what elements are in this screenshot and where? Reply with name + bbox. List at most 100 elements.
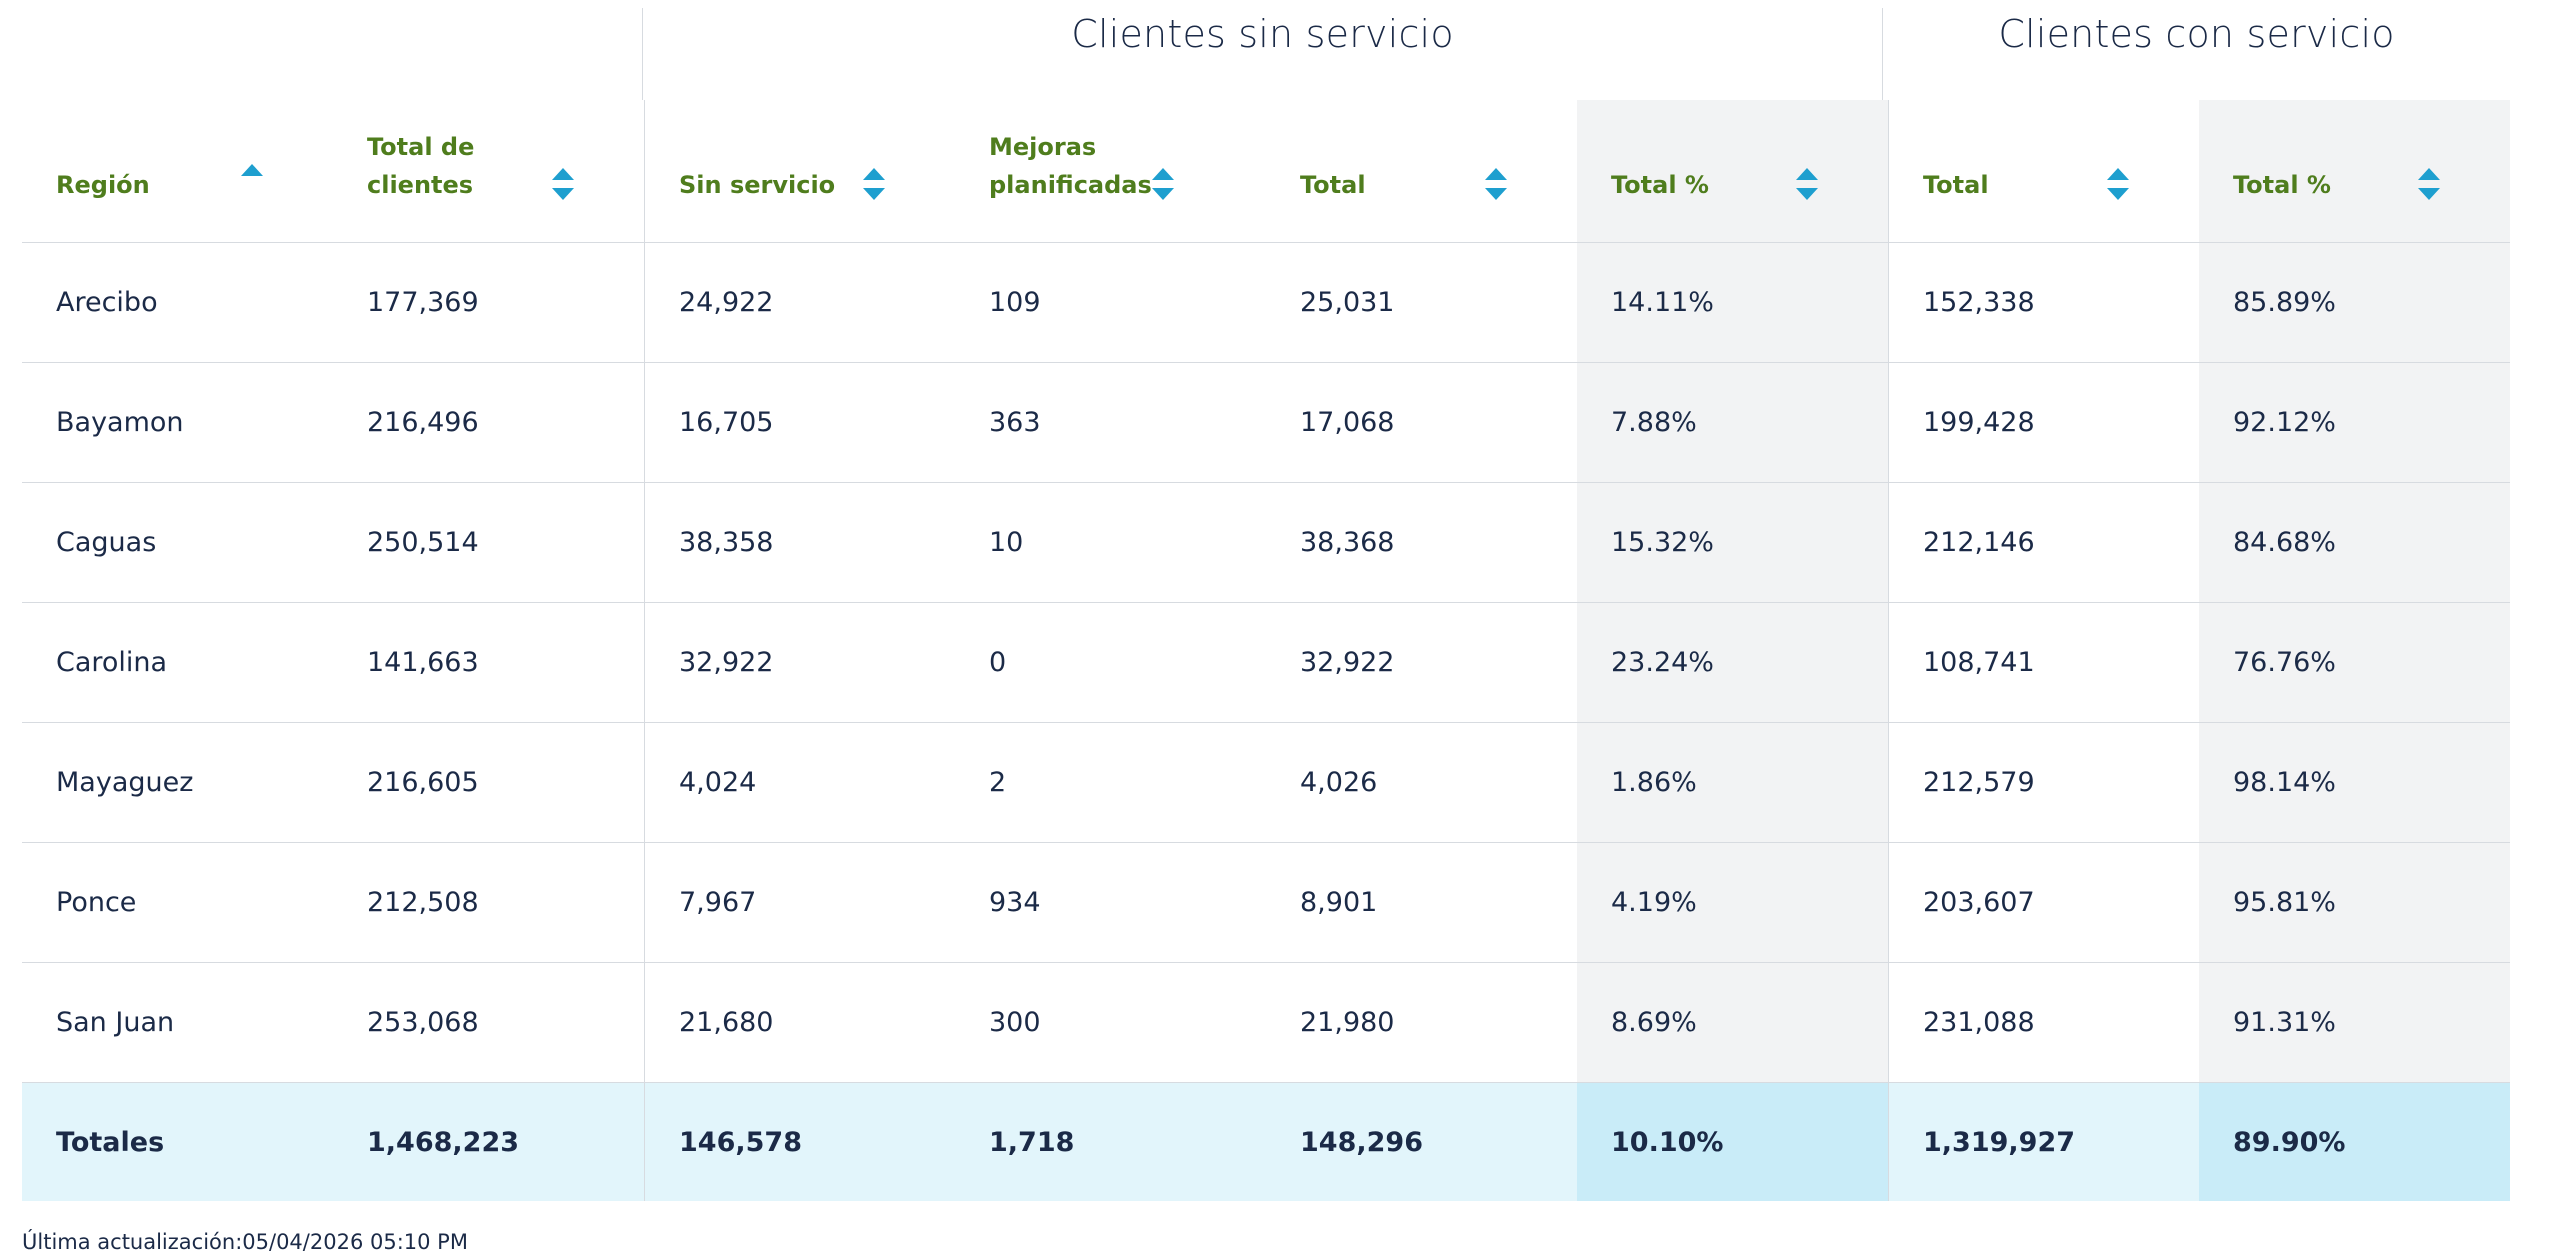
- column-header-row: Región Total de clientes Sin servicio Me…: [22, 100, 2510, 243]
- table-cell: 21,980: [1300, 1007, 1395, 1038]
- region-name-cell: San Juan: [56, 1007, 175, 1038]
- column-header-label: Total: [1300, 171, 1366, 199]
- table-cell: 10: [989, 527, 1024, 558]
- table-body: Arecibo 177,369 24,922 109 25,031 14.11% 152,3…: [22, 243, 2510, 1083]
- column-header-sin-servicio[interactable]: Sin servicio: [644, 100, 955, 242]
- column-header-total-con[interactable]: Total: [1888, 100, 2199, 242]
- outage-table: Clientes sin servicio Clientes con servi…: [22, 8, 2510, 1201]
- table-cell: 17,068: [1300, 407, 1395, 438]
- sort-ascending-icon[interactable]: [241, 162, 263, 198]
- sort-icon[interactable]: [1152, 166, 1174, 202]
- column-header-label: Sin servicio: [679, 171, 836, 199]
- table-row: San Juan 253,068 21,680 300 21,980 8.69% 231,0…: [22, 963, 2510, 1083]
- table-cell: 16,705: [644, 363, 955, 482]
- table-cell: 203,607: [1888, 843, 2199, 962]
- column-header-label: Región: [56, 171, 150, 199]
- table-cell: 1.86%: [1577, 723, 1888, 842]
- table-cell: 8,901: [1300, 887, 1378, 918]
- totals-row: Totales 1,468,223 146,578 1,718 148,296 …: [22, 1083, 2510, 1201]
- table-cell: 216,496: [367, 407, 479, 438]
- table-cell: 2: [989, 767, 1007, 798]
- totals-cell: 1,468,223: [333, 1083, 644, 1201]
- region-name-cell: Carolina: [56, 647, 168, 678]
- totals-cell: 1,718: [955, 1083, 1266, 1201]
- sort-icon[interactable]: [2107, 166, 2129, 202]
- column-header-label: Total de clientes: [367, 133, 475, 199]
- table-cell: 95.81%: [2199, 843, 2510, 962]
- table-cell: 177,369: [367, 287, 479, 318]
- column-header-label: Total %: [1611, 171, 1709, 199]
- sort-icon[interactable]: [1485, 166, 1507, 202]
- table-cell: 23.24%: [1577, 603, 1888, 722]
- table-cell: 253,068: [367, 1007, 479, 1038]
- table-cell: 141,663: [367, 647, 479, 678]
- table-cell: 152,338: [1888, 243, 2199, 362]
- sort-icon[interactable]: [552, 166, 574, 202]
- table-cell: 212,508: [367, 887, 479, 918]
- table-cell: 98.14%: [2199, 723, 2510, 842]
- table-cell: 216,605: [367, 767, 479, 798]
- table-cell: 84.68%: [2199, 483, 2510, 602]
- column-header-total-clientes[interactable]: Total de clientes: [333, 100, 644, 242]
- totals-cell: Totales: [22, 1083, 333, 1201]
- table-cell: 363: [989, 407, 1041, 438]
- table-cell: 199,428: [1888, 363, 2199, 482]
- table-cell: 4,026: [1300, 767, 1378, 798]
- region-name-cell: Mayaguez: [56, 767, 194, 798]
- totals-cell: 89.90%: [2199, 1083, 2510, 1201]
- group-header-sin-servicio: Clientes sin servicio: [642, 8, 1882, 100]
- table-cell: 25,031: [1300, 287, 1395, 318]
- table-cell: 300: [989, 1007, 1041, 1038]
- table-row: Carolina 141,663 32,922 0 32,922 23.24% 108,74…: [22, 603, 2510, 723]
- table-cell: 38,358: [644, 483, 955, 602]
- totals-cell: 10.10%: [1577, 1083, 1888, 1201]
- table-row: Bayamon 216,496 16,705 363 17,068 7.88% 199,42…: [22, 363, 2510, 483]
- table-row: Caguas 250,514 38,358 10 38,368 15.32% 212,146…: [22, 483, 2510, 603]
- table-cell: 4.19%: [1577, 843, 1888, 962]
- table-cell: 38,368: [1300, 527, 1395, 558]
- region-name-cell: Bayamon: [56, 407, 184, 438]
- column-header-total-pct-con[interactable]: Total %: [2199, 100, 2510, 242]
- column-header-mejoras-planificadas[interactable]: Mejoras planificadas: [955, 100, 1266, 242]
- table-cell: 14.11%: [1577, 243, 1888, 362]
- table-row: Mayaguez 216,605 4,024 2 4,026 1.86% 212,579 98…: [22, 723, 2510, 843]
- table-cell: 0: [989, 647, 1007, 678]
- column-header-label: Mejoras planificadas: [989, 133, 1152, 199]
- sort-icon[interactable]: [863, 166, 885, 202]
- group-header-row: Clientes sin servicio Clientes con servi…: [22, 8, 2510, 100]
- group-header-con-servicio: Clientes con servicio: [1882, 8, 2510, 100]
- column-header-total-pct-sin[interactable]: Total %: [1577, 100, 1888, 242]
- table-cell: 108,741: [1888, 603, 2199, 722]
- table-cell: 92.12%: [2199, 363, 2510, 482]
- table-cell: 21,680: [644, 963, 955, 1082]
- last-updated-text: Última actualización:05/04/2026 05:10 PM: [22, 1230, 468, 1254]
- table-cell: 15.32%: [1577, 483, 1888, 602]
- sort-icon[interactable]: [1796, 166, 1818, 202]
- column-header-total-sin[interactable]: Total: [1266, 100, 1577, 242]
- column-header-label: Total: [1923, 171, 1989, 199]
- region-name-cell: Arecibo: [56, 287, 158, 318]
- table-cell: 212,579: [1888, 723, 2199, 842]
- table-cell: 7.88%: [1577, 363, 1888, 482]
- column-header-region[interactable]: Región: [22, 100, 333, 242]
- table-cell: 32,922: [1300, 647, 1395, 678]
- column-header-label: Total %: [2233, 171, 2331, 199]
- table-cell: 250,514: [367, 527, 479, 558]
- totals-cell: 1,319,927: [1888, 1083, 2199, 1201]
- region-name-cell: Ponce: [56, 887, 137, 918]
- table-cell: 231,088: [1888, 963, 2199, 1082]
- table-cell: 109: [989, 287, 1041, 318]
- table-cell: 934: [989, 887, 1041, 918]
- table-row: Ponce 212,508 7,967 934 8,901 4.19% 203,607 95.…: [22, 843, 2510, 963]
- sort-icon[interactable]: [2418, 166, 2440, 202]
- table-cell: 7,967: [644, 843, 955, 962]
- table-cell: 85.89%: [2199, 243, 2510, 362]
- table-cell: 4,024: [644, 723, 955, 842]
- table-cell: 212,146: [1888, 483, 2199, 602]
- table-cell: 76.76%: [2199, 603, 2510, 722]
- region-name-cell: Caguas: [56, 527, 157, 558]
- table-cell: 8.69%: [1577, 963, 1888, 1082]
- table-cell: 91.31%: [2199, 963, 2510, 1082]
- totals-cell: 146,578: [644, 1083, 955, 1201]
- table-cell: 24,922: [644, 243, 955, 362]
